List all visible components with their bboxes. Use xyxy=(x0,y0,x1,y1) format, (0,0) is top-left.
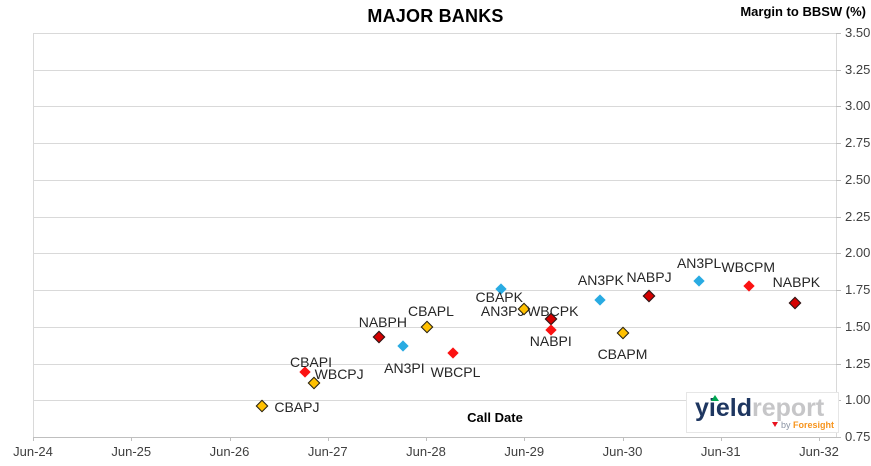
gridline-0.75 xyxy=(33,437,836,438)
logo-wordmark: yieldreport xyxy=(695,394,824,422)
point-WBCPL xyxy=(446,347,459,359)
y-tick-mark-2.25 xyxy=(836,216,841,218)
x-tick-mark-Jun-30 xyxy=(622,437,624,441)
gridline-3.50 xyxy=(33,33,836,34)
gridline-3.25 xyxy=(33,69,836,71)
x-tick-label-Jun-31: Jun-31 xyxy=(700,444,741,459)
point-label-AN3PJ: AN3PJ xyxy=(480,302,525,319)
gridline-1.75 xyxy=(33,290,836,292)
y-tick-label-1.75: 1.75 xyxy=(845,282,871,298)
point-label-WBCPK: WBCPK xyxy=(527,302,579,319)
y-tick-mark-1.25 xyxy=(836,363,841,365)
x-tick-mark-Jun-25 xyxy=(131,437,133,441)
point-label-NABPK: NABPK xyxy=(772,274,821,291)
y-tick-label-2.25: 2.25 xyxy=(845,208,871,224)
x-tick-label-Jun-32: Jun-32 xyxy=(799,444,839,459)
y-tick-label-2.50: 2.50 xyxy=(845,171,871,187)
gridline-3.00 xyxy=(33,106,836,108)
point-label-CBAPK: CBAPK xyxy=(475,289,523,306)
logo-by-text: by xyxy=(780,420,791,430)
gridline-2.00 xyxy=(33,253,836,255)
x-axis-title: Call Date xyxy=(467,410,523,425)
point-label-WBCPM: WBCPM xyxy=(721,258,776,275)
plot-left-border xyxy=(33,33,34,437)
x-tick-label-Jun-26: Jun-26 xyxy=(209,444,250,459)
point-label-AN3PK: AN3PK xyxy=(577,272,624,289)
logo-report-text: report xyxy=(751,394,825,422)
point-label-WBCPL: WBCPL xyxy=(430,364,481,381)
point-label-AN3PL: AN3PL xyxy=(676,255,722,272)
x-tick-label-Jun-29: Jun-29 xyxy=(504,444,545,459)
x-tick-label-Jun-28: Jun-28 xyxy=(406,444,446,459)
point-CBAPM xyxy=(617,326,630,340)
y-tick-label-3.00: 3.00 xyxy=(845,98,871,114)
y-axis-title: Margin to BBSW (%) xyxy=(740,4,866,19)
logo-yield-text: yield xyxy=(695,394,752,422)
yieldreport-logo: yieldreport by Foresight xyxy=(686,392,839,433)
logo-green-triangle-icon xyxy=(711,395,719,401)
y-tick-label-3.50: 3.50 xyxy=(845,25,871,40)
x-tick-mark-Jun-28 xyxy=(426,437,427,441)
point-CBAPJ xyxy=(255,399,269,413)
point-label-NABPJ: NABPJ xyxy=(626,268,672,285)
point-label-WBCPJ: WBCPJ xyxy=(314,366,364,383)
logo-byline: by Foresight xyxy=(771,420,834,430)
y-tick-mark-2.75 xyxy=(836,143,841,145)
point-label-AN3PI: AN3PI xyxy=(384,359,425,376)
y-tick-mark-2.00 xyxy=(836,253,841,255)
point-AN3PL xyxy=(693,275,705,287)
point-AN3PI xyxy=(397,340,410,352)
point-label-CBAPM: CBAPM xyxy=(597,345,648,362)
y-tick-label-1.00: 1.00 xyxy=(845,392,871,408)
point-label-CBAPI: CBAPI xyxy=(289,353,332,370)
x-tick-mark-Jun-29 xyxy=(524,437,526,441)
x-tick-mark-Jun-31 xyxy=(720,437,722,441)
point-label-CBAPJ: CBAPJ xyxy=(274,399,320,416)
gridline-2.50 xyxy=(33,179,836,181)
y-tick-mark-1.50 xyxy=(836,326,841,328)
point-label-NABPI: NABPI xyxy=(529,333,572,350)
chart-title: MAJOR BANKS xyxy=(367,6,504,26)
gridline-2.75 xyxy=(33,143,836,145)
gridline-1.50 xyxy=(33,326,836,328)
y-tick-label-1.25: 1.25 xyxy=(845,355,871,371)
y-tick-mark-3.00 xyxy=(836,106,841,108)
point-NABPK xyxy=(789,296,802,310)
y-tick-label-3.25: 3.25 xyxy=(845,61,871,77)
point-NABPJ xyxy=(642,289,656,303)
y-tick-mark-1.75 xyxy=(836,290,841,292)
x-tick-label-Jun-27: Jun-27 xyxy=(307,444,348,459)
plot-right-border xyxy=(836,33,837,437)
x-tick-mark-Jun-27 xyxy=(327,437,329,441)
gridline-1.25 xyxy=(33,363,836,365)
x-tick-label-Jun-24: Jun-24 xyxy=(13,444,53,459)
y-tick-label-2.00: 2.00 xyxy=(845,245,871,261)
x-tick-label-Jun-25: Jun-25 xyxy=(111,444,152,459)
y-tick-label-0.75: 0.75 xyxy=(845,429,871,444)
logo-red-triangle-icon xyxy=(771,422,778,427)
point-AN3PK xyxy=(594,294,606,307)
gridline-2.25 xyxy=(33,216,836,218)
y-tick-mark-0.75 xyxy=(836,437,841,438)
point-label-CBAPL: CBAPL xyxy=(408,302,454,319)
point-label-NABPH: NABPH xyxy=(358,314,407,331)
point-CBAPL xyxy=(420,320,434,334)
y-tick-mark-3.50 xyxy=(836,33,841,34)
gridline-1.00 xyxy=(33,400,836,402)
x-tick-mark-Jun-32 xyxy=(819,437,820,441)
y-tick-label-1.50: 1.50 xyxy=(845,318,871,334)
point-NABPH xyxy=(372,330,386,344)
y-tick-mark-3.25 xyxy=(836,69,841,71)
x-tick-label-Jun-30: Jun-30 xyxy=(602,444,643,459)
x-tick-mark-Jun-26 xyxy=(229,437,231,441)
y-tick-label-2.75: 2.75 xyxy=(845,135,871,151)
y-tick-mark-2.50 xyxy=(836,179,841,181)
x-tick-mark-Jun-24 xyxy=(33,437,34,441)
logo-foresight-text: Foresight xyxy=(792,420,834,430)
